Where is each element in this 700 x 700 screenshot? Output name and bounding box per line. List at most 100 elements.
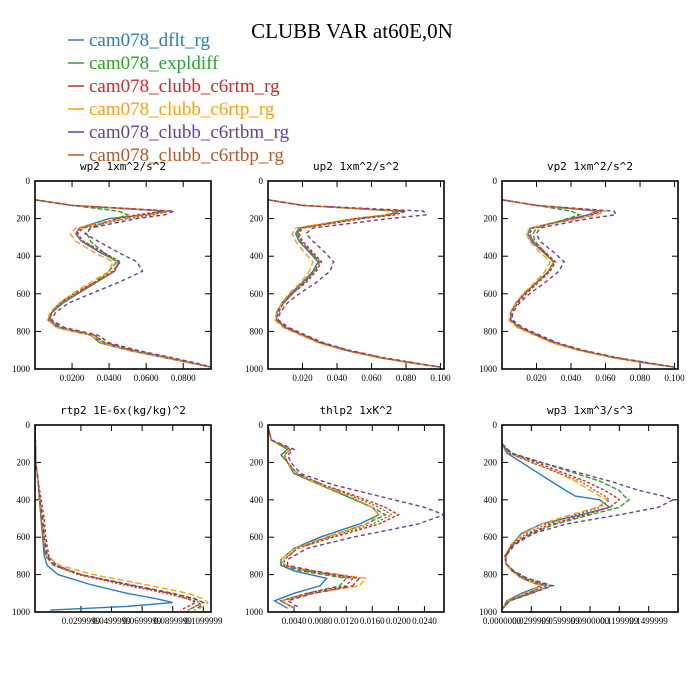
series-line [268,426,444,609]
y-tick-label: 400 [250,251,264,261]
plot-frame [267,424,445,613]
x-tick-label: 0.1199999 [600,616,638,626]
panel-title: wp3 1xm^3/s^3 [547,404,633,417]
y-tick-label: 800 [484,570,498,580]
x-tick-label: 0.0400 [97,373,122,383]
series-line [502,199,675,368]
y-tick-label: 600 [250,532,264,542]
series-group [35,199,211,368]
x-tick-label: 0.0600 [134,373,159,383]
panels: wp2 1xm^2/s^2 0 200 400 600 800 1000 0.020 0 0.04… [12,160,685,626]
series-line [502,199,675,368]
x-tick-label: 0.060 [595,373,616,383]
y-tick-label: 600 [17,532,31,542]
series-line [268,199,441,368]
y-tick-label: 400 [484,495,498,505]
y-tick-label: 0 [26,420,31,430]
x-tick-label: 0.020 [292,373,313,383]
legend-label: cam078_clubb_c6rtm_rg [89,76,280,97]
legend-label: cam078_clubb_c6rtp_rg [89,99,275,120]
legend-label: cam078_expldiff [89,53,219,74]
x-tick-label: 0.0080 [308,616,333,626]
y-tick-label: 1000 [12,364,31,374]
series-line [268,199,441,368]
y-tick-label: 400 [250,495,264,505]
series-group [502,199,675,368]
plot-frame [34,180,212,370]
plot-frame [34,424,212,613]
panel-title: rtp2 1E-6x(kg/kg)^2 [60,404,186,417]
series-line [502,443,609,609]
series-line [268,199,441,368]
y-tick-label: 600 [484,532,498,542]
x-tick-label: 0.0699999 [123,616,162,626]
series-group [502,443,675,609]
x-tick-label: 0.020 [526,373,547,383]
series-line [35,199,211,368]
series-line [35,425,210,611]
legend-label: cam078_clubb_c6rtbm_rg [89,122,290,143]
series-line [268,426,380,609]
chart-panel: wp2 1xm^2/s^2 0 200 400 600 800 1000 0.0200 0.04… [12,160,212,383]
legend-entry: cam078_clubb_c6rtm_rg [68,76,280,97]
x-tick-label: 0.0800 [171,373,196,383]
y-tick-label: 200 [484,214,498,224]
x-tick-label: 0.0120 [334,616,359,626]
series-group [268,426,444,609]
series-line [502,443,611,609]
series-line [502,443,631,609]
series-line [502,199,675,368]
legend-entry: cam078_clubb_c6rtp_rg [68,99,275,120]
y-tick-label: 200 [17,457,31,467]
y-tick-label: 800 [17,326,31,336]
y-tick-label: 200 [250,214,264,224]
x-tick-label: 0.0240 [412,616,437,626]
chart-panel: vp2 1xm^2/s^2 0 200 400 600 800 1000 0.020 0.040… [479,160,685,383]
series-line [502,199,675,368]
legend-entry: cam078_clubb_c6rtbm_rg [68,122,290,143]
series-line [268,199,441,368]
y-tick-label: 0 [493,420,498,430]
series-line [35,199,211,368]
y-tick-label: 200 [484,457,498,467]
x-tick-label: 0.0599999 [542,616,581,626]
series-line [35,199,211,368]
panel-title: wp2 1xm^2/s^2 [80,160,166,173]
y-tick-label: 1000 [479,364,498,374]
x-tick-label: 0.040 [561,373,582,383]
x-tick-label: 0.060 [361,373,382,383]
panel-title: thlp2 1xK^2 [320,404,393,417]
chart-panel: wp3 1xm^3/s^3020040060080010000.00000000… [479,404,679,626]
series-line [35,199,211,368]
x-tick-label: 0.0900000 [571,616,610,626]
series-line [35,199,211,368]
y-tick-label: 1000 [245,364,264,374]
x-tick-label: 0.0160 [360,616,385,626]
y-tick-label: 600 [17,289,31,299]
series-line [35,199,211,368]
x-tick-label: 0.080 [396,373,417,383]
y-tick-label: 200 [17,214,31,224]
y-tick-label: 0 [493,176,498,186]
y-tick-label: 800 [250,570,264,580]
series-line [268,199,441,368]
chart-panel: up2 1xm^2/s^2 0 200 400 600 800 1000 0.020 0.040… [245,160,451,383]
series-line [35,425,205,611]
plot-frame [267,180,445,370]
series-line [502,199,675,368]
plot-frame [501,180,679,370]
x-tick-label: 0.0899999 [154,616,193,626]
x-tick-label: 0.040 [327,373,348,383]
chart-panel: rtp2 1E-6x(kg/kg)^2 0 200 400 600 800 1000 0.02… [12,404,223,626]
y-tick-label: 1000 [245,607,264,617]
plot-frame [501,424,679,613]
series-line [502,199,675,368]
y-tick-label: 0 [259,176,264,186]
y-tick-label: 800 [250,326,264,336]
legend-entry: cam078_clubb_c6rtbp_rg [68,145,284,166]
panel-title: vp2 1xm^2/s^2 [547,160,633,173]
y-tick-label: 0 [259,420,264,430]
x-tick-label: 0.0040 [282,616,307,626]
series-group [35,425,210,611]
